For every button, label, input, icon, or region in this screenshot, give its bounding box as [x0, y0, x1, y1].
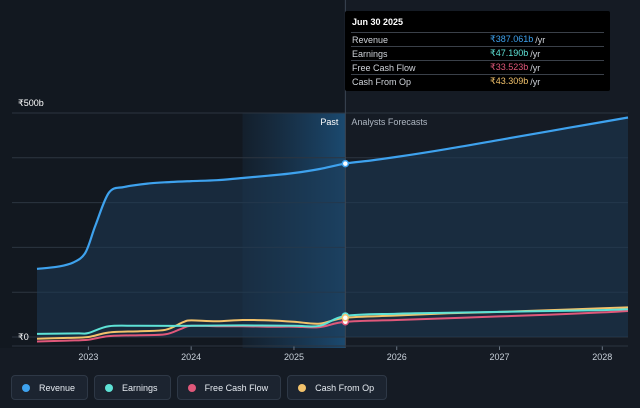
tooltip: Jun 30 2025 Revenue ₹387.061b /yr Earnin… [345, 11, 610, 91]
tooltip-row-revenue: Revenue ₹387.061b /yr [351, 32, 604, 46]
x-tick-label: 2023 [78, 352, 98, 362]
tooltip-row-cash-from-op: Cash From Op ₹43.309b /yr [351, 74, 604, 88]
tooltip-label: Free Cash Flow [352, 62, 416, 73]
legend-item-free-cash-flow[interactable]: Free Cash Flow [176, 375, 282, 400]
past-label: Past [320, 117, 339, 127]
x-tick-label: 2028 [592, 352, 612, 362]
x-tick-label: 2025 [284, 352, 304, 362]
tooltip-value: ₹47.190b [490, 48, 529, 58]
tooltip-label: Revenue [352, 34, 389, 45]
forecast-label: Analysts Forecasts [351, 117, 428, 127]
tooltip-unit: /yr [535, 34, 546, 45]
x-tick-label: 2027 [490, 352, 510, 362]
legend-dot-icon [22, 383, 30, 392]
legend-dot-icon [298, 383, 307, 392]
revenue-area [37, 117, 628, 337]
tooltip-value: ₹33.523b [490, 62, 529, 72]
tooltip-date: Jun 30 2025 [352, 17, 404, 27]
x-tick-label: 2026 [387, 352, 407, 362]
legend-item-cash-from-op[interactable]: Cash From Op [287, 375, 388, 400]
tooltip-label: Cash From Op [352, 76, 412, 87]
legend-label: Revenue [39, 382, 76, 393]
tooltip-row-free-cash-flow: Free Cash Flow ₹33.523b /yr [351, 60, 604, 74]
legend-label: Free Cash Flow [204, 382, 269, 393]
series-line-earnings [36, 308, 629, 335]
legend-item-earnings[interactable]: Earnings [94, 375, 171, 400]
x-tick-label: 2024 [181, 352, 201, 362]
y-tick-label: ₹0 [18, 332, 29, 342]
legend-label: Earnings [122, 382, 158, 393]
tooltip-unit: /yr [530, 48, 541, 59]
legend-dot-icon [187, 383, 196, 392]
tooltip-unit: /yr [530, 76, 541, 87]
marker-cash-from-op [341, 313, 350, 322]
tooltip-label: Earnings [352, 48, 388, 59]
tooltip-unit: /yr [530, 62, 541, 73]
tooltip-value: ₹43.309b [490, 76, 529, 86]
legend: Revenue Earnings Free Cash Flow Cash Fro… [11, 375, 388, 400]
legend-label: Cash From Op [315, 382, 375, 393]
legend-dot-icon [105, 383, 114, 392]
legend-item-revenue[interactable]: Revenue [11, 375, 89, 400]
y-tick-label: ₹500b [18, 98, 44, 108]
tooltip-row-earnings: Earnings ₹47.190b /yr [351, 46, 604, 60]
series-line-revenue [36, 116, 629, 270]
marker-revenue [341, 159, 350, 168]
tooltip-value: ₹387.061b [490, 34, 534, 44]
